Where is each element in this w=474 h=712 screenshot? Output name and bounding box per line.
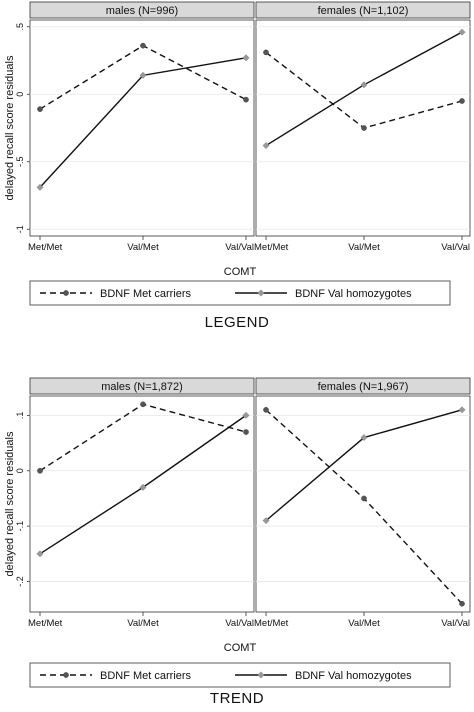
data-point-met-carriers — [37, 467, 43, 474]
data-point-met-carriers — [361, 495, 367, 502]
x-tick-label: Val/Met — [127, 242, 159, 253]
data-point-val-homozygotes — [139, 483, 147, 491]
legend-label-met-carriers: BDNF Met carriers — [100, 670, 192, 682]
data-point-met-carriers — [243, 96, 249, 103]
data-point-val-homozygotes — [360, 81, 368, 89]
y-tick-label: .1 — [15, 412, 25, 420]
data-point-val-homozygotes — [36, 183, 44, 191]
y-axis-label: delayed recall score residuals — [4, 55, 16, 200]
data-point-val-homozygotes — [139, 71, 147, 79]
plot-frame — [29, 395, 255, 613]
y-tick-label: 0 — [15, 92, 25, 97]
data-point-met-carriers — [361, 125, 367, 131]
y-tick-label: 0 — [15, 468, 25, 473]
plot-frame — [255, 395, 471, 613]
data-point-met-carriers — [459, 600, 465, 607]
data-point-met-carriers — [243, 429, 249, 435]
data-point-met-carriers — [140, 42, 146, 49]
x-tick-label: Met/Met — [28, 618, 63, 629]
panel-label: females (N=1,967) — [318, 381, 409, 393]
panel-label: males (N=996) — [106, 5, 178, 17]
data-point-val-homozygotes — [242, 411, 250, 419]
panel-strip — [29, 377, 255, 395]
x-axis-label: COMT — [224, 642, 257, 654]
x-tick-label: Val/Val — [441, 618, 470, 629]
legend-marker-met-carriers — [63, 672, 69, 678]
data-point-val-homozygotes — [458, 406, 466, 414]
x-tick-label: Val/Met — [348, 618, 380, 629]
x-tick-label: Val/Met — [127, 618, 159, 629]
data-point-met-carriers — [263, 49, 269, 56]
x-tick-label: Val/Val — [225, 618, 254, 629]
data-point-met-carriers — [140, 401, 146, 408]
plot-frame — [29, 19, 255, 237]
data-point-val-homozygotes — [458, 28, 466, 36]
legend-marker-met-carriers — [63, 290, 69, 296]
panel-strip — [255, 1, 471, 19]
chart-trend-figure: delayed recall score residuals males (N=1… — [4, 377, 471, 688]
data-point-met-carriers — [37, 106, 43, 112]
data-point-val-homozygotes — [36, 550, 44, 558]
legend-label-val-homozygotes: BDNF Val homozygotes — [295, 670, 412, 682]
y-tick-label: -.2 — [15, 576, 25, 587]
x-tick-label: Met/Met — [28, 242, 63, 253]
y-axis-label: delayed recall score residuals — [4, 431, 16, 576]
panel-strip — [29, 1, 255, 19]
chart-title-legend: LEGEND — [204, 314, 270, 331]
panel-label: females (N=1,102) — [318, 5, 409, 17]
panel-strip — [255, 377, 471, 395]
chart-title-trend: TREND — [209, 690, 265, 707]
legend-label-met-carriers: BDNF Met carriers — [100, 288, 192, 300]
y-tick-label: -1 — [15, 225, 25, 233]
legend-label-val-homozygotes: BDNF Val homozygotes — [295, 288, 412, 300]
x-axis-label: COMT — [224, 266, 257, 278]
x-tick-label: Val/Val — [441, 242, 470, 253]
panel-label: males (N=1,872) — [101, 381, 183, 393]
x-tick-label: Met/Met — [254, 618, 289, 629]
legend-marker-val-homozygotes — [257, 289, 265, 297]
data-point-val-homozygotes — [262, 142, 270, 150]
data-point-met-carriers — [263, 407, 269, 413]
data-point-val-homozygotes — [242, 54, 250, 62]
legend-marker-val-homozygotes — [257, 671, 265, 679]
y-tick-label: -.5 — [15, 156, 25, 167]
data-point-met-carriers — [459, 98, 465, 104]
data-point-val-homozygotes — [360, 434, 368, 442]
y-tick-label: .5 — [15, 23, 25, 31]
x-tick-label: Met/Met — [254, 242, 289, 253]
data-point-val-homozygotes — [262, 517, 270, 525]
x-tick-label: Val/Val — [225, 242, 254, 253]
chart-legend-figure: delayed recall score residuals males (N=9… — [4, 1, 471, 306]
x-tick-label: Val/Met — [348, 242, 380, 253]
y-tick-label: -.1 — [15, 521, 25, 532]
